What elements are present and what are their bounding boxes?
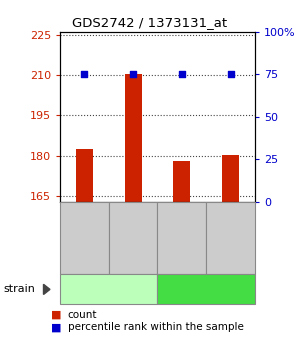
Text: percentile rank within the sample: percentile rank within the sample [68, 322, 243, 332]
Point [131, 72, 136, 77]
Bar [76, 149, 93, 202]
Text: GSM112488: GSM112488 [80, 209, 89, 268]
Text: GSM112487: GSM112487 [226, 209, 236, 268]
Point [82, 72, 87, 77]
Text: GSM112464: GSM112464 [177, 209, 187, 268]
Point [228, 72, 233, 77]
Text: GDS2742 / 1373131_at: GDS2742 / 1373131_at [72, 16, 228, 29]
Text: ■: ■ [51, 322, 62, 332]
Text: diabetic prone: diabetic prone [166, 284, 246, 295]
Text: ■: ■ [51, 310, 62, 320]
Text: strain: strain [3, 284, 35, 295]
Text: count: count [68, 310, 97, 320]
Text: control: control [89, 284, 128, 295]
Bar [124, 74, 142, 202]
Polygon shape [44, 284, 50, 295]
Text: GSM112489: GSM112489 [128, 209, 138, 268]
Point [179, 72, 184, 77]
Bar [173, 161, 190, 202]
Bar [222, 155, 239, 202]
